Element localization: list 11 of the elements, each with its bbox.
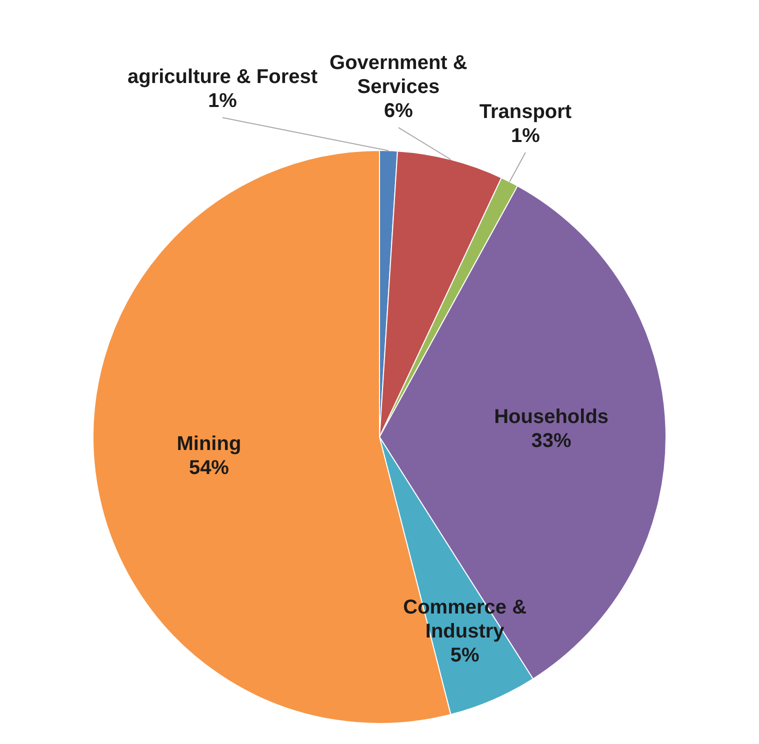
- slice-label: Government & Services: [330, 52, 468, 98]
- data-label: 33%: [531, 430, 572, 452]
- slice-label: agriculture & Forest: [127, 66, 318, 88]
- data-label: 6%: [384, 100, 414, 122]
- slice-label: Transport: [479, 101, 572, 124]
- data-label: 5%: [450, 644, 480, 667]
- slice-label: Mining: [176, 433, 242, 456]
- data-label: 1%: [208, 90, 238, 112]
- slice-label: Households: [494, 406, 609, 428]
- data-label: 54%: [188, 457, 230, 480]
- data-label: 1%: [511, 125, 540, 148]
